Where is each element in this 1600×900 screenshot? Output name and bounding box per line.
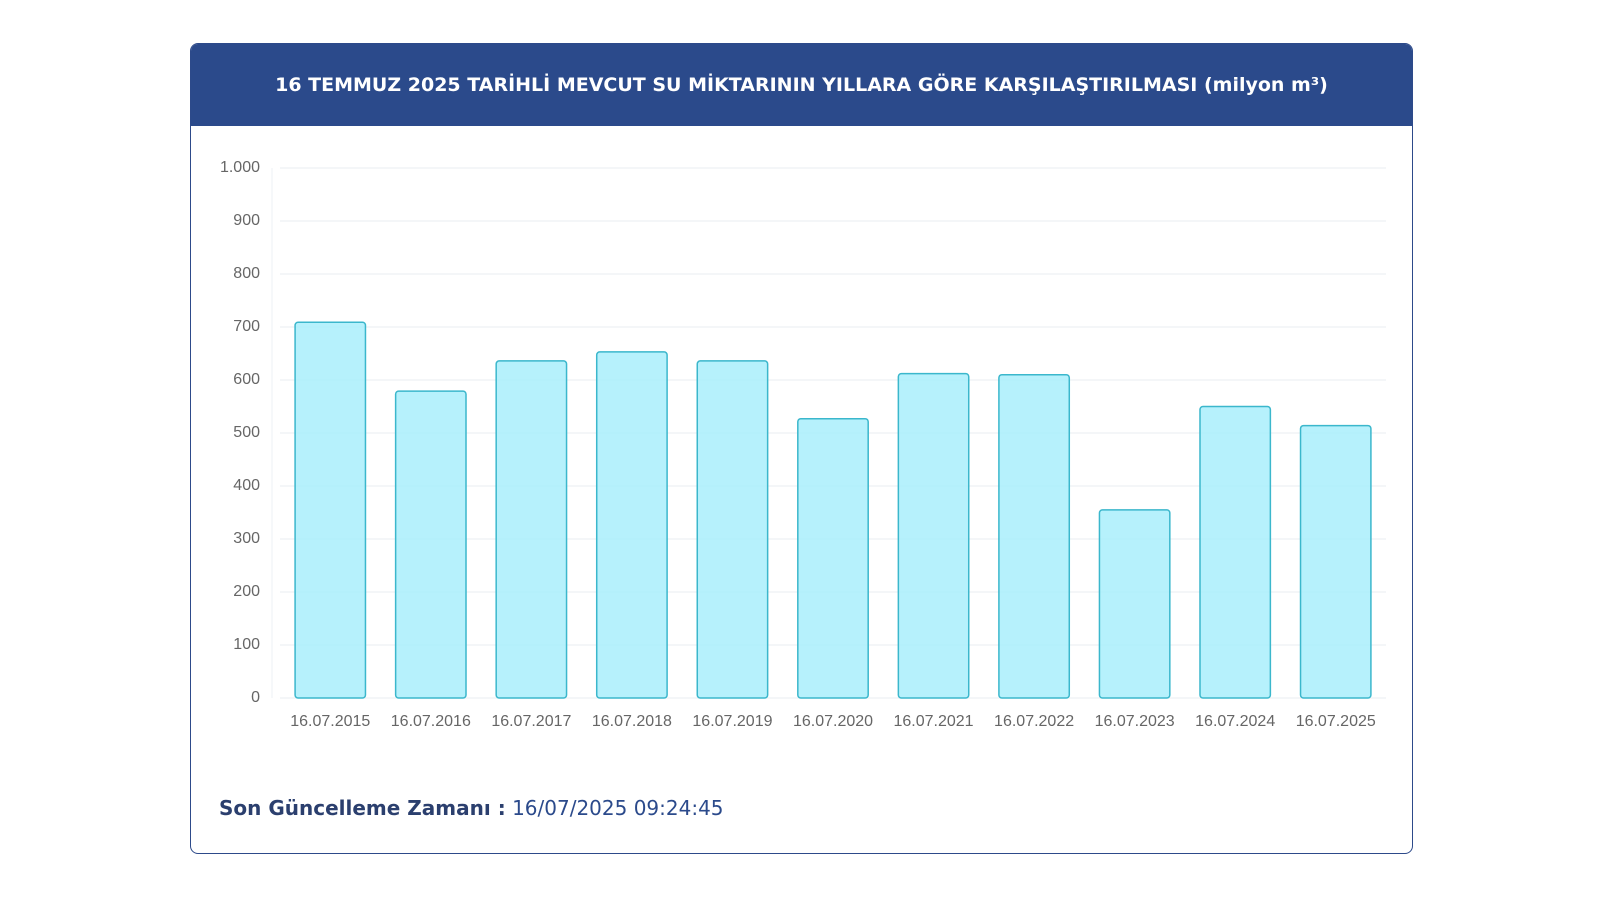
y-tick-label: 100	[233, 636, 260, 653]
x-tick-label: 16.07.2024	[1195, 713, 1275, 730]
y-tick-label: 200	[233, 583, 260, 600]
bar	[797, 417, 869, 699]
chart: 0 100 200 300 400 500 600 700 800 900 1.000 16.07.2…	[220, 159, 1386, 730]
bar	[1199, 405, 1272, 699]
bar	[294, 321, 367, 699]
y-tick-label: 600	[233, 371, 260, 388]
bar	[998, 373, 1071, 699]
x-tick-label: 16.07.2023	[1095, 713, 1175, 730]
chart-title: 16 TEMMUZ 2025 TARİHLİ MEVCUT SU MİKTARI…	[191, 44, 1412, 126]
x-tick-label: 16.07.2020	[793, 713, 873, 730]
bar	[696, 360, 769, 699]
x-tick-label: 16.07.2017	[491, 713, 571, 730]
bar	[595, 351, 668, 699]
bar	[897, 372, 970, 699]
y-tick-label: 900	[233, 212, 260, 229]
x-tick-label: 16.07.2021	[894, 713, 974, 730]
y-tick-label: 400	[233, 477, 260, 494]
bar	[495, 360, 568, 699]
bar	[1098, 509, 1171, 699]
y-tick-label: 300	[233, 530, 260, 547]
y-tick-label: 800	[233, 265, 260, 282]
footer-label: Son Güncelleme Zamanı :	[219, 796, 506, 820]
x-tick-label: 16.07.2022	[994, 713, 1074, 730]
bar	[1299, 424, 1372, 699]
bar	[394, 390, 467, 699]
footer-value: 16/07/2025 09:24:45	[512, 796, 724, 820]
x-tick-label: 16.07.2016	[391, 713, 471, 730]
y-tick-label: 700	[233, 318, 260, 335]
footer: Son Güncelleme Zamanı : 16/07/2025 09:24…	[219, 796, 724, 820]
x-tick-label: 16.07.2018	[592, 713, 672, 730]
y-tick-label: 0	[251, 689, 260, 706]
chart-card: 16 TEMMUZ 2025 TARİHLİ MEVCUT SU MİKTARI…	[190, 43, 1413, 854]
y-tick-label: 1.000	[220, 159, 260, 176]
x-tick-label: 16.07.2019	[692, 713, 772, 730]
x-tick-label: 16.07.2025	[1296, 713, 1376, 730]
y-tick-label: 500	[233, 424, 260, 441]
x-tick-label: 16.07.2015	[290, 713, 370, 730]
